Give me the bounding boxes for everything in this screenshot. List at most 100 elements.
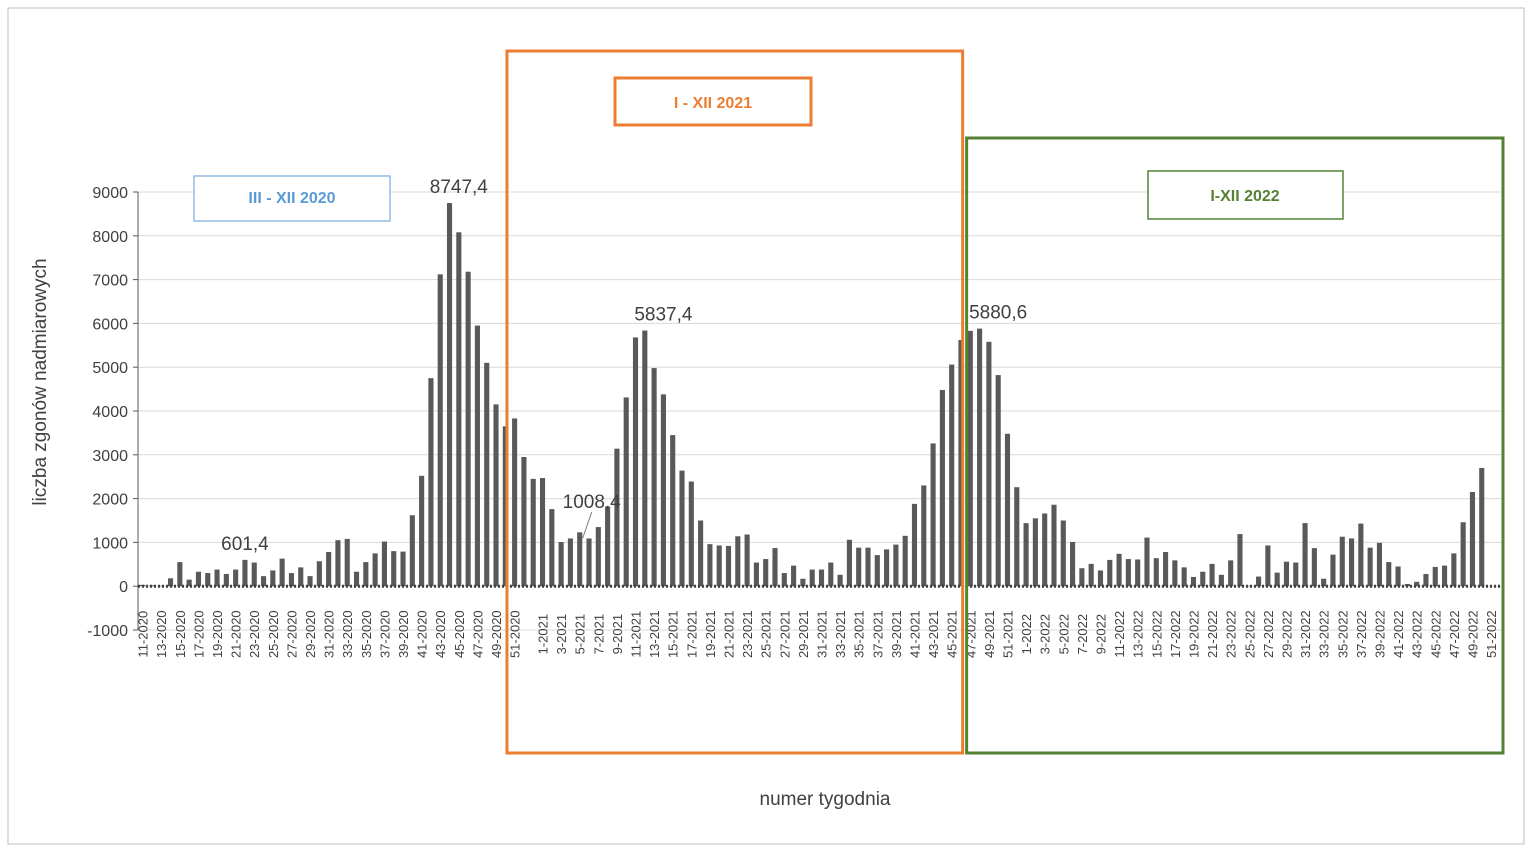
bar — [233, 569, 239, 587]
x-tick-label: 1-2021 — [536, 614, 551, 654]
x-tick-label: 11-2021 — [629, 611, 644, 658]
bar — [809, 569, 815, 587]
x-tick-label: 27-2020 — [284, 610, 299, 658]
bar — [577, 532, 583, 587]
bar — [279, 558, 285, 587]
bar — [670, 435, 676, 587]
bar — [530, 478, 536, 587]
x-tick-label: 43-2021 — [926, 610, 941, 658]
x-tick-label: 51-2020 — [508, 610, 523, 658]
bar — [381, 541, 387, 587]
x-tick-label: 3-2022 — [1038, 614, 1053, 654]
x-tick-label: 21-2021 — [722, 610, 737, 658]
bar — [419, 475, 425, 587]
y-axis-title: liczba zgonów nadmiarowych — [30, 258, 51, 505]
x-tick-label: 49-2022 — [1465, 610, 1480, 658]
bar — [1414, 581, 1420, 587]
leader-line — [582, 511, 593, 539]
bar — [1423, 573, 1429, 587]
x-tick-label: 33-2022 — [1317, 610, 1332, 658]
x-tick-label: 21-2022 — [1205, 610, 1220, 658]
x-tick-label: 37-2021 — [870, 610, 885, 658]
bar — [158, 585, 164, 587]
y-tick-label: 3000 — [92, 448, 128, 465]
bar — [642, 330, 648, 587]
x-tick-label: 35-2022 — [1335, 610, 1350, 658]
data-label: 5880,6 — [969, 303, 1027, 324]
bar — [1395, 566, 1401, 587]
x-tick-label: 35-2021 — [852, 610, 867, 658]
bar — [1153, 558, 1159, 587]
x-tick-label: 47-2022 — [1447, 610, 1462, 658]
bar — [753, 562, 759, 587]
bar — [186, 579, 192, 587]
bar — [614, 448, 620, 587]
bar — [1032, 518, 1038, 587]
bar — [558, 542, 564, 587]
x-tick-label: 27-2022 — [1261, 610, 1276, 658]
bar — [316, 561, 322, 587]
x-tick-label: 43-2020 — [433, 610, 448, 658]
bar — [177, 562, 183, 587]
bar — [326, 552, 332, 587]
bar — [400, 551, 406, 587]
bar — [1349, 538, 1355, 587]
x-tick-label: 49-2021 — [982, 610, 997, 658]
bar — [791, 565, 797, 587]
bar — [939, 389, 945, 587]
bar — [1023, 523, 1029, 587]
x-tick-label: 21-2020 — [229, 610, 244, 658]
bar — [1135, 559, 1141, 587]
bar — [1432, 566, 1438, 587]
x-tick-label: 5-2022 — [1056, 614, 1071, 654]
bar — [195, 571, 202, 587]
x-tick-labels: 11-2020 13-2020 15-2020 17-2020 19-2020 21-20… — [136, 610, 1499, 658]
x-tick-label: 17-2022 — [1168, 610, 1183, 658]
bar — [660, 394, 666, 587]
x-tick-label: 19-2021 — [703, 610, 718, 658]
y-tick-label: 1000 — [92, 535, 128, 552]
bar — [307, 576, 313, 587]
bar — [1060, 520, 1066, 587]
x-tick-label: 13-2020 — [154, 610, 169, 658]
x-tick-label: 7-2022 — [1075, 614, 1090, 654]
x-tick-label: 1-2022 — [1019, 614, 1034, 654]
period-boxes — [193, 49, 1505, 755]
bar — [1097, 570, 1104, 587]
data-label: 5837,4 — [634, 305, 693, 326]
period-label-2020: III - XII 2020 — [248, 190, 335, 207]
period-label-box-2022 — [1147, 170, 1344, 220]
x-tick-label: 13-2022 — [1131, 610, 1146, 658]
x-tick-label: 17-2021 — [684, 610, 699, 658]
x-tick-label: 37-2020 — [377, 610, 392, 658]
bar — [1218, 574, 1224, 587]
x-tick-label: 41-2022 — [1391, 610, 1406, 658]
x-tick-label: 39-2022 — [1372, 610, 1387, 658]
bar — [884, 549, 890, 587]
period-label-box-2021 — [613, 76, 813, 127]
bar — [1004, 433, 1011, 587]
bar — [893, 544, 899, 587]
bar — [921, 485, 927, 587]
bar — [270, 570, 276, 587]
bar — [521, 456, 527, 587]
x-tick-label: 31-2022 — [1298, 610, 1313, 658]
x-tick-label: 33-2021 — [833, 610, 848, 658]
x-tick-label: 39-2021 — [889, 610, 904, 658]
x-tick-label: 37-2022 — [1354, 610, 1369, 658]
x-tick-label: 19-2022 — [1186, 610, 1201, 658]
bar — [205, 573, 211, 587]
bar — [353, 571, 360, 587]
bar — [651, 368, 657, 587]
bar — [1163, 552, 1169, 587]
x-tick-label: 51-2022 — [1484, 610, 1499, 658]
bar — [800, 578, 806, 587]
bar — [605, 506, 611, 587]
x-tick-label: 23-2021 — [740, 610, 755, 658]
bar — [1386, 562, 1392, 587]
y-tick-label: 8000 — [92, 229, 128, 246]
bar — [1256, 576, 1262, 587]
bar — [930, 443, 936, 587]
x-tick-label: 9-2022 — [1093, 614, 1108, 654]
x-tick-label: 41-2020 — [415, 610, 430, 658]
